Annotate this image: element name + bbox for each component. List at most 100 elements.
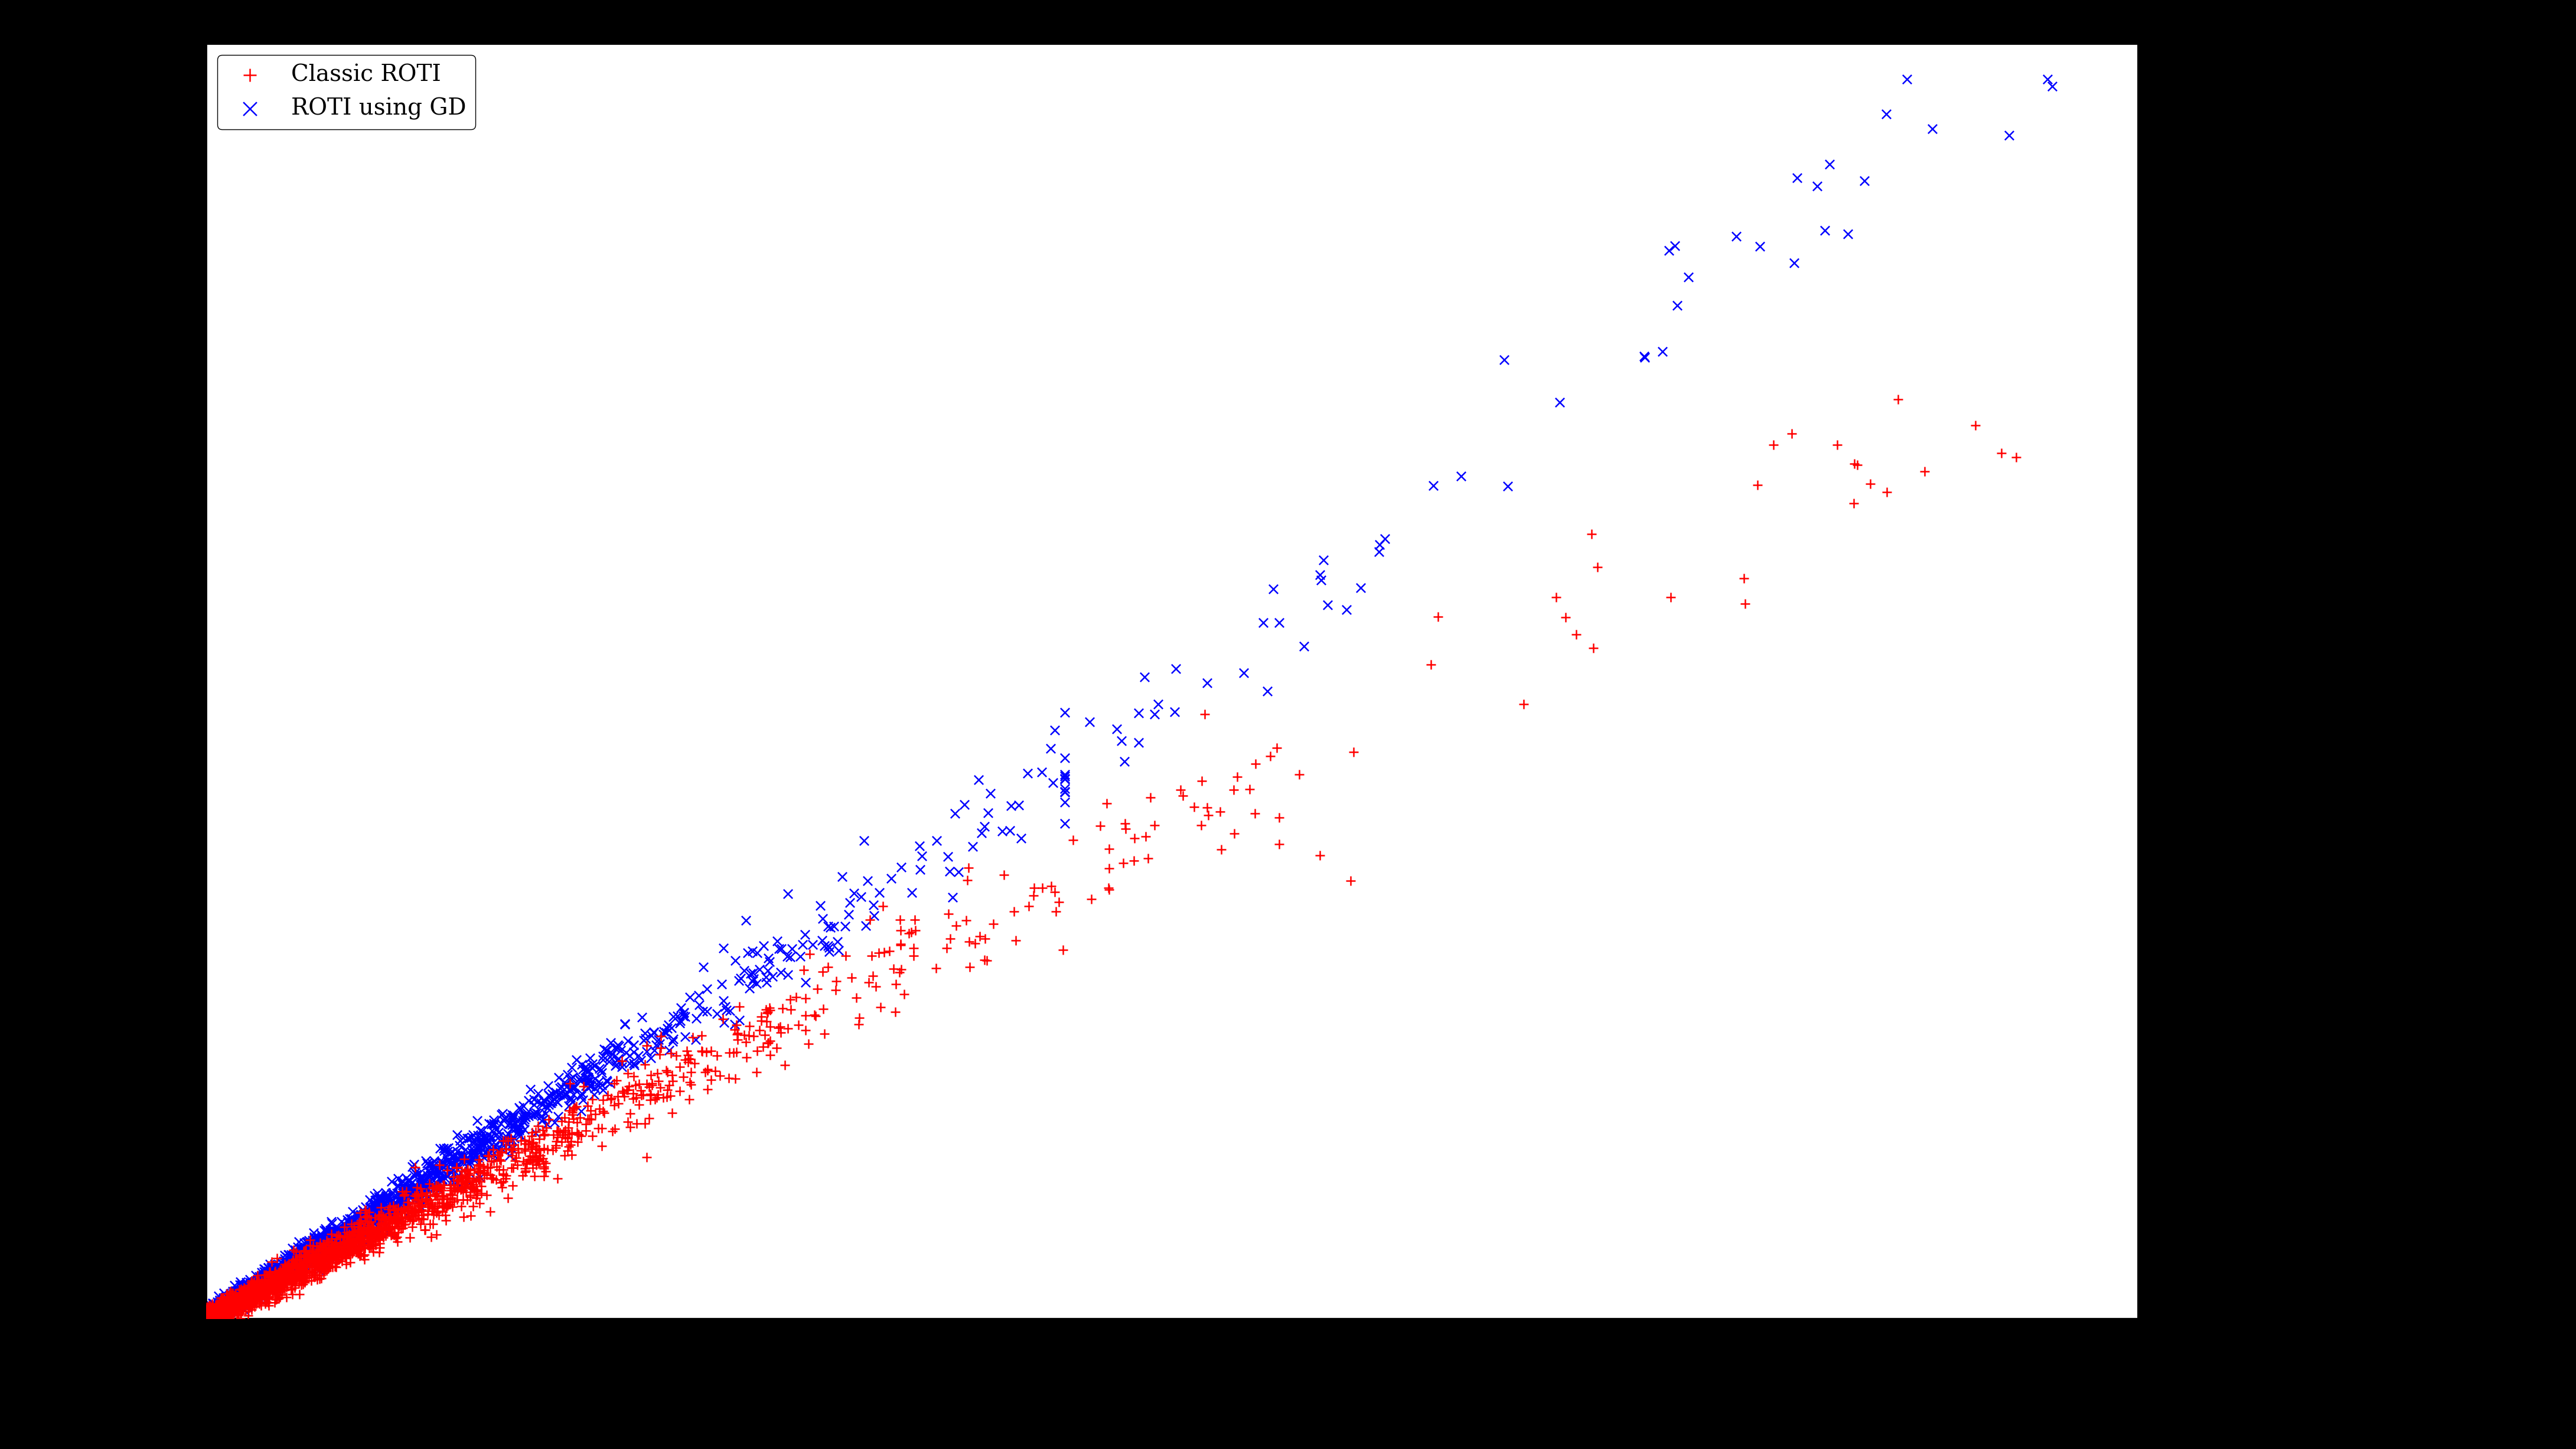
Classic ROTI: [549, 1116, 590, 1139]
Classic ROTI: [459, 1171, 500, 1194]
ROTI using GD: [644, 1020, 685, 1043]
Classic ROTI: [894, 936, 935, 959]
ROTI using GD: [258, 1253, 299, 1277]
ROTI using GD: [453, 1123, 495, 1146]
ROTI using GD: [204, 1282, 245, 1306]
ROTI using GD: [312, 1230, 353, 1253]
Classic ROTI: [554, 1107, 595, 1130]
Classic ROTI: [451, 1177, 492, 1200]
ROTI using GD: [242, 1271, 283, 1294]
Classic ROTI: [227, 1278, 268, 1301]
Classic ROTI: [198, 1304, 240, 1327]
Classic ROTI: [368, 1206, 410, 1229]
ROTI using GD: [245, 1269, 286, 1293]
Classic ROTI: [255, 1282, 296, 1306]
ROTI using GD: [232, 1277, 273, 1300]
ROTI using GD: [585, 1039, 626, 1062]
ROTI using GD: [381, 1179, 422, 1203]
Classic ROTI: [209, 1290, 250, 1313]
ROTI using GD: [204, 1295, 245, 1319]
ROTI using GD: [307, 1223, 348, 1246]
Classic ROTI: [247, 1274, 289, 1297]
ROTI using GD: [232, 1279, 273, 1303]
Classic ROTI: [252, 1279, 294, 1303]
ROTI using GD: [263, 1258, 304, 1281]
ROTI using GD: [327, 1223, 368, 1246]
Classic ROTI: [196, 1300, 237, 1323]
Classic ROTI: [232, 1272, 273, 1295]
ROTI using GD: [250, 1277, 291, 1300]
ROTI using GD: [206, 1300, 247, 1323]
ROTI using GD: [191, 1307, 232, 1330]
Classic ROTI: [216, 1290, 258, 1313]
Classic ROTI: [734, 1024, 775, 1048]
ROTI using GD: [567, 1059, 608, 1082]
Classic ROTI: [804, 997, 845, 1020]
Classic ROTI: [258, 1278, 299, 1301]
ROTI using GD: [1154, 656, 1195, 680]
ROTI using GD: [368, 1222, 410, 1245]
ROTI using GD: [198, 1307, 240, 1330]
ROTI using GD: [307, 1227, 348, 1250]
ROTI using GD: [206, 1293, 247, 1316]
Classic ROTI: [312, 1249, 353, 1272]
Classic ROTI: [278, 1243, 319, 1266]
Classic ROTI: [479, 1158, 520, 1181]
ROTI using GD: [348, 1207, 389, 1230]
ROTI using GD: [299, 1235, 340, 1258]
ROTI using GD: [250, 1274, 291, 1297]
ROTI using GD: [204, 1287, 245, 1310]
ROTI using GD: [355, 1204, 397, 1227]
Classic ROTI: [276, 1261, 317, 1284]
ROTI using GD: [433, 1145, 474, 1168]
Classic ROTI: [206, 1282, 247, 1306]
Classic ROTI: [263, 1274, 304, 1297]
Classic ROTI: [270, 1268, 312, 1291]
Classic ROTI: [564, 1119, 605, 1142]
Classic ROTI: [196, 1307, 237, 1330]
Classic ROTI: [222, 1295, 263, 1319]
ROTI using GD: [185, 1304, 227, 1327]
Classic ROTI: [188, 1304, 229, 1327]
Classic ROTI: [214, 1291, 255, 1314]
ROTI using GD: [191, 1298, 232, 1321]
Classic ROTI: [1213, 822, 1255, 845]
ROTI using GD: [461, 1130, 502, 1153]
Classic ROTI: [250, 1271, 291, 1294]
ROTI using GD: [258, 1255, 299, 1278]
ROTI using GD: [191, 1307, 232, 1330]
ROTI using GD: [340, 1214, 381, 1237]
ROTI using GD: [322, 1226, 363, 1249]
ROTI using GD: [201, 1300, 242, 1323]
ROTI using GD: [719, 966, 760, 990]
Classic ROTI: [289, 1249, 330, 1272]
Classic ROTI: [453, 1179, 495, 1203]
Classic ROTI: [760, 1016, 801, 1039]
ROTI using GD: [1826, 222, 1868, 245]
ROTI using GD: [209, 1295, 250, 1319]
ROTI using GD: [353, 1213, 394, 1236]
Classic ROTI: [237, 1284, 278, 1307]
Classic ROTI: [219, 1297, 260, 1320]
ROTI using GD: [410, 1165, 451, 1188]
Classic ROTI: [698, 1064, 739, 1087]
ROTI using GD: [273, 1258, 314, 1281]
Classic ROTI: [276, 1277, 317, 1300]
ROTI using GD: [322, 1229, 363, 1252]
ROTI using GD: [456, 1168, 497, 1191]
ROTI using GD: [554, 1082, 595, 1106]
Classic ROTI: [216, 1298, 258, 1321]
Classic ROTI: [613, 1082, 654, 1106]
ROTI using GD: [453, 1143, 495, 1166]
Classic ROTI: [714, 1017, 755, 1040]
Classic ROTI: [335, 1227, 376, 1250]
Classic ROTI: [343, 1229, 384, 1252]
ROTI using GD: [412, 1162, 453, 1185]
ROTI using GD: [278, 1264, 319, 1287]
ROTI using GD: [209, 1291, 250, 1314]
Classic ROTI: [335, 1236, 376, 1259]
ROTI using GD: [389, 1179, 430, 1203]
Classic ROTI: [443, 1206, 484, 1229]
ROTI using GD: [474, 1108, 515, 1132]
Classic ROTI: [376, 1208, 417, 1232]
